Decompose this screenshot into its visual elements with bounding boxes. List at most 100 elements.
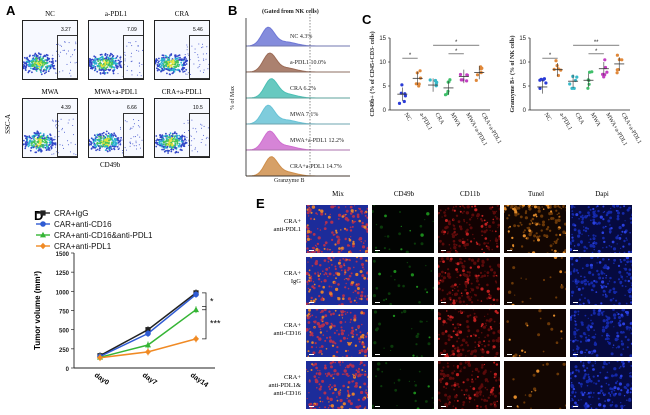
flow-percentage: 5.46 [193, 27, 203, 33]
hist-y-axis: % of Max [229, 86, 236, 110]
y-tick-label: 5 [383, 84, 387, 90]
y-tick-label: 0 [66, 367, 70, 373]
data-point [465, 79, 468, 82]
micro-image [305, 204, 369, 254]
data-point [429, 78, 432, 81]
micro-column-header: CD11b [437, 190, 503, 198]
x-tick-label: NC [543, 112, 552, 122]
micro-texture [372, 361, 435, 410]
data-point [616, 71, 619, 74]
significance-bracket [202, 306, 206, 338]
micro-row-label-line: anti-CD16 [255, 390, 301, 398]
micro-column-header: CD49b [371, 190, 437, 198]
data-point [434, 79, 437, 82]
y-tick-label: 250 [59, 348, 70, 354]
y-axis-title: Tumor volume (mm³) [33, 271, 42, 350]
micro-image [305, 360, 369, 410]
hist-row-label: CRA+a-PDL1 14.7% [290, 164, 342, 170]
data-point [398, 102, 401, 105]
micro-row-label-line: IgG [255, 278, 301, 286]
micro-image [503, 308, 567, 358]
micro-image [569, 204, 633, 254]
micro-row-label-line: CRA+ [255, 218, 301, 226]
flow-title: MWA [22, 88, 78, 96]
y-tick-label: 15 [519, 36, 526, 42]
flow-title: CRA [154, 10, 210, 18]
micro-image [503, 360, 567, 410]
data-point [544, 81, 547, 84]
micro-texture [438, 257, 501, 306]
x-tick-label: MWA [589, 112, 602, 128]
y-axis-title: CD49b+ (% of CD45+CD3- cells) [369, 31, 376, 116]
micro-column-header: Tunel [503, 190, 569, 198]
micro-row-label: CRA+anti-PDL1&anti-CD16 [255, 374, 301, 398]
micro-image [437, 204, 501, 254]
micro-row-label-line: CRA+ [255, 322, 301, 330]
flow-percentage: 7.09 [127, 27, 137, 33]
hist-header: (Gated from NK cells) [262, 8, 319, 15]
x-tick-label: a-PDL1 [558, 112, 573, 131]
legend-label: CRA+anti-PDL1 [54, 242, 112, 251]
x-tick-label: day0 [93, 372, 110, 387]
flow-gate [57, 35, 78, 79]
scale-bar [507, 354, 512, 355]
flow-percentage: 10.5 [193, 105, 203, 111]
y-tick-label: 0 [383, 108, 387, 114]
micro-texture [504, 257, 567, 306]
data-point [554, 59, 557, 62]
scale-bar [375, 250, 380, 251]
data-point [620, 58, 623, 61]
hist-row-label: CRA 6.2% [290, 86, 316, 92]
hist-row-label: MWA 7.1% [290, 112, 318, 118]
data-point [616, 68, 619, 71]
y-tick-label: 750 [59, 310, 70, 316]
line-svg: CRA+IgGCAR+anti-CD16CRA+anti-CD16&anti-P… [30, 205, 250, 410]
data-point [403, 92, 406, 95]
scale-bar [375, 406, 380, 407]
micro-texture [570, 257, 633, 306]
data-point [193, 307, 199, 313]
y-tick-label: 1250 [56, 271, 70, 277]
micro-row-label-line: CRA+ [255, 270, 301, 278]
micro-texture [570, 309, 633, 358]
data-point [568, 82, 571, 85]
data-point [446, 90, 449, 93]
micro-column-header: Mix [305, 190, 371, 198]
legend-label: CRA+anti-CD16&anti-PDL1 [54, 231, 153, 240]
scale-bar [375, 302, 380, 303]
significance-mark: *** [210, 319, 221, 329]
micro-image [437, 308, 501, 358]
data-point [603, 58, 606, 61]
micro-row-label-line: anti-CD16 [255, 330, 301, 338]
flow-title: NC [22, 10, 78, 18]
micro-image [503, 204, 567, 254]
flow-title: CRA+a-PDL1 [154, 88, 210, 96]
y-tick-label: 1500 [56, 252, 70, 258]
data-point [480, 67, 483, 70]
x-tick-label: day7 [141, 372, 158, 387]
hist-row-label: a-PDL1 10.0% [290, 60, 326, 66]
y-tick-label: 15 [379, 36, 386, 42]
flow-title: a-PDL1 [88, 10, 144, 18]
scale-bar [441, 354, 446, 355]
legend-label: CAR+anti-CD16 [54, 220, 112, 229]
micro-texture [372, 309, 435, 358]
scale-bar [573, 354, 578, 355]
scale-bar [441, 406, 446, 407]
micro-image [371, 204, 435, 254]
data-point [476, 73, 479, 76]
scale-bar [441, 250, 446, 251]
significance-mark: * [210, 296, 214, 306]
micro-image [569, 308, 633, 358]
scale-bar [309, 302, 314, 303]
data-point [588, 83, 591, 86]
micro-texture [504, 309, 567, 358]
scale-bar [375, 354, 380, 355]
flow-percentage: 6.66 [127, 105, 137, 111]
x-tick-label: a-PDL1 [418, 112, 433, 131]
